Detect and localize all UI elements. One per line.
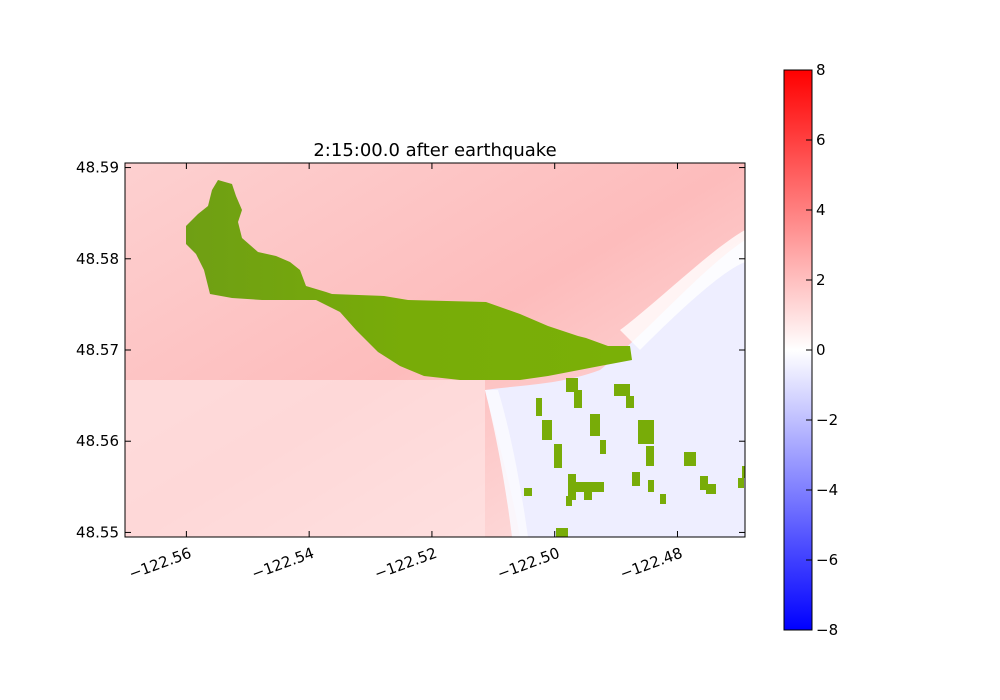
colorbar-axis: 8 6 4 2 0 −2 −4 −6 −8 — [806, 61, 838, 639]
colorbar-tick-label: −6 — [816, 551, 838, 569]
heatmap-field — [125, 163, 745, 537]
colorbar-tick-label: −4 — [816, 481, 838, 499]
colorbar-tick-label: 2 — [816, 271, 826, 289]
y-tick-label: 48.57 — [76, 341, 119, 359]
x-tick-label: −122.54 — [249, 544, 316, 583]
y-tick-label: 48.59 — [76, 159, 119, 177]
lower-left-water-region — [125, 380, 485, 537]
y-axis: 48.55 48.56 48.57 48.58 48.59 — [76, 159, 745, 541]
colorbar-tick-label: 6 — [816, 131, 826, 149]
island-land — [186, 180, 632, 380]
colorbar-tick-label: 4 — [816, 201, 826, 219]
y-tick-label: 48.56 — [76, 432, 119, 450]
y-tick-label: 48.58 — [76, 250, 119, 268]
south-zero-band — [485, 390, 528, 537]
x-tick-label: −122.50 — [495, 544, 562, 583]
land-patches — [524, 378, 745, 537]
x-tick-label: −122.52 — [372, 544, 439, 583]
chart-title: 2:15:00.0 after earthquake — [313, 140, 556, 161]
zero-crossing-band — [620, 230, 745, 350]
colorbar-tick-label: 8 — [816, 61, 826, 79]
x-tick-label: −122.56 — [126, 544, 193, 583]
colorbar — [783, 69, 813, 631]
colorbar-tick-label: −2 — [816, 411, 838, 429]
y-tick-label: 48.55 — [76, 523, 119, 541]
x-tick-label: −122.48 — [618, 544, 685, 583]
colorbar-tick-label: −8 — [816, 621, 838, 639]
colorbar-tick-label: 0 — [816, 341, 826, 359]
